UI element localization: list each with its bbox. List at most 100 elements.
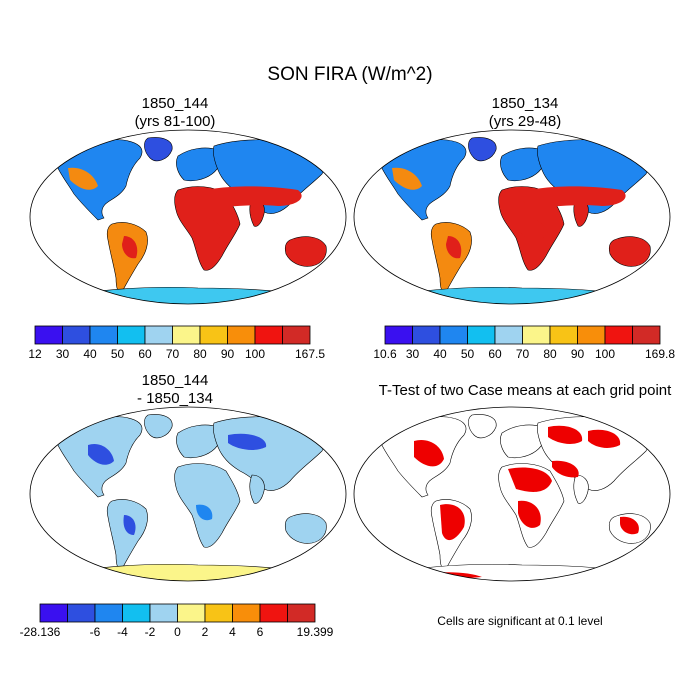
landmass-greenland [144,137,173,162]
hot-band-sa [446,236,462,259]
map-ttest [353,406,671,582]
landmass-greenland [468,137,497,162]
colorbar-swatch [577,325,606,345]
hot-band-desert [196,186,302,208]
colorbar-label: 100 [245,347,265,361]
main-title: SON FIRA (W/m^2) [267,64,433,85]
landmass-europe [500,424,546,459]
landmass-antarctica [371,286,653,304]
panel-ttest-title: T-Test of two Case means at each grid po… [350,382,700,400]
colorbar-label: 30 [56,347,70,361]
significant-region [518,500,541,528]
map-border [353,129,671,305]
significant-region [620,516,639,535]
colorbar-swatch [287,603,316,623]
colorbar-label: 60 [138,347,152,361]
colorbar-swatch [227,325,256,345]
colorbar-swatch [34,325,63,345]
neg-patch-sa [123,515,136,535]
landmass-antarctica [47,563,329,581]
colorbar-case2: 10.6 30 40 50 60 70 80 90 100 169.8 [373,325,675,361]
hot-band-sa [122,236,138,259]
landmass-northAmerica [55,139,143,221]
panel-case1-title-line2: (yrs 81-100) [134,113,216,130]
panel-ttest-title-line1: T-Test of two Case means at each grid po… [378,382,672,399]
landmass-india [249,474,265,504]
colorbar-label: -2 [145,625,156,639]
landmass-greenland [144,414,173,439]
colorbar-swatch [39,603,68,623]
colorbar-label: 12 [28,347,42,361]
map-land-group [354,407,670,581]
panel-case2-title-line1: 1850_134 [491,95,559,112]
colorbar-label: 80 [193,347,207,361]
colorbar-label: 169.8 [645,347,675,361]
colorbar-swatch [254,325,283,345]
colorbar-swatch [232,603,261,623]
colorbar-swatch [117,325,146,345]
significance-note: Cells are significant at 0.1 level [437,614,603,628]
warm-band-na [392,167,422,190]
colorbar-swatch [144,325,173,345]
colorbar-label: 90 [571,347,585,361]
significant-region [508,467,552,492]
significant-region [552,460,579,478]
panel-case1-title-line1: 1850_144 [141,95,209,112]
map-case2 [353,129,671,305]
warm-band-na [68,167,98,190]
panel-diff-title: 1850_144 - 1850_134 [70,372,280,408]
colorbar-swatch [412,325,441,345]
significant-region [414,439,444,467]
landmass-india [573,474,589,504]
landmass-europe [500,147,546,182]
colorbar-swatch [67,603,96,623]
landmass-australia [284,236,327,267]
neg-patch-na [88,443,114,465]
map-case1 [29,129,347,305]
landmass-europe [176,424,222,459]
colorbar-swatch [122,603,151,623]
colorbar-label: 6 [257,625,264,639]
colorbar-swatch [199,325,228,345]
colorbar-label: 70 [516,347,530,361]
colorbar-swatch [89,325,118,345]
colorbar-label: 40 [83,347,97,361]
colorbar-swatch [439,325,468,345]
colorbar-swatch [384,325,413,345]
colorbar-label: 100 [595,347,615,361]
colorbar-label: 60 [488,347,502,361]
hot-band-africa [512,215,548,241]
landmass-antarctica [371,563,653,581]
landmass-antarctica [47,286,329,304]
map-border [29,129,347,305]
colorbar-label: 80 [543,347,557,361]
colorbar-label: 90 [221,347,235,361]
map-border [29,406,347,582]
colorbar-label: -28.136 [20,625,61,639]
colorbar-swatch [282,325,311,345]
colorbar-swatch [177,603,206,623]
colorbar-swatch [467,325,496,345]
colorbar-swatch [632,325,661,345]
colorbar-swatch [259,603,288,623]
landmass-greenland [468,414,497,439]
panel-case1-title: 1850_144 (yrs 81-100) [70,95,280,131]
significant-region [548,425,583,444]
neg-patch-africa [196,504,213,521]
colorbar-label: 19.399 [297,625,334,639]
colorbar-label: 50 [461,347,475,361]
colorbar-label: 4 [229,625,236,639]
colorbar-diff: -28.136 -6 -4 -2 0 2 4 6 19.399 [20,603,334,639]
hot-band-desert [520,186,626,208]
significant-region [440,504,465,541]
colorbar-swatch [149,603,178,623]
map-land-group [30,130,346,304]
landmass-africa [174,463,241,548]
landmass-australia [608,236,651,267]
colorbar-swatch [494,325,523,345]
map-land-group [30,407,346,581]
map-land-group [354,130,670,304]
panel-diff-title-line1: 1850_144 [141,372,209,389]
colorbar-swatch [94,603,123,623]
colorbar-label: 40 [433,347,447,361]
